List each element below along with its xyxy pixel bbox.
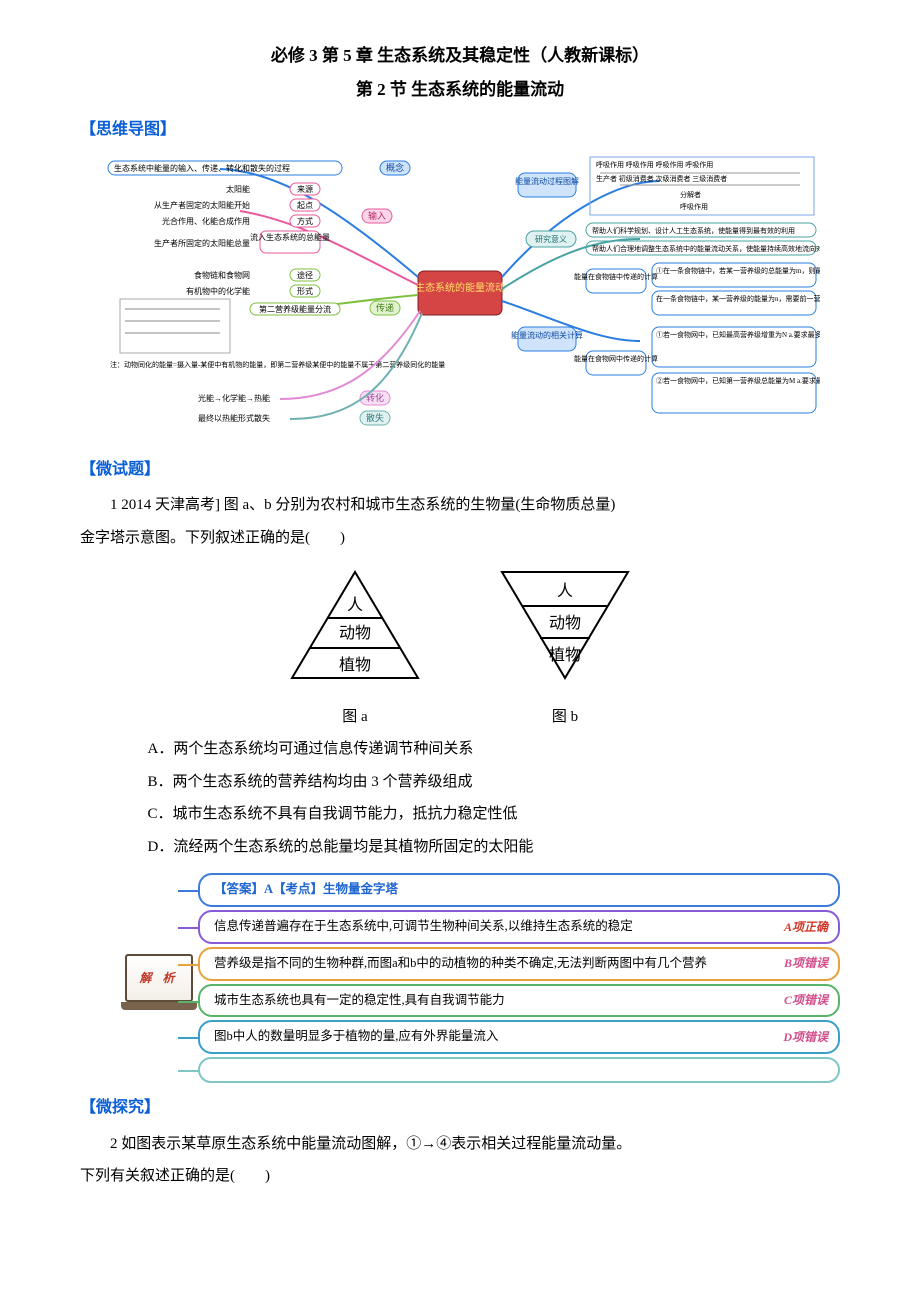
svg-text:光合作用、化能合成作用: 光合作用、化能合成作用: [162, 216, 250, 226]
svg-text:帮助人们合理地调整生态系统中的能量流动关系，使能量持续高效地: 帮助人们合理地调整生态系统中的能量流动关系，使能量持续高效地流向对人类最有益的部…: [592, 244, 820, 253]
svg-text:生产者所固定的太阳能总量: 生产者所固定的太阳能总量: [154, 238, 250, 248]
q1-stem-line1: 1 2014 天津高考] 图 a、b 分别为农村和城市生态系统的生物量(生命物质…: [80, 491, 840, 520]
svg-text:人: 人: [557, 582, 573, 600]
laptop-icon: 解 析: [125, 954, 193, 1002]
svg-text:能量在食物链中传递的计算: 能量在食物链中传递的计算: [574, 272, 658, 281]
option-a: A．两个生态系统均可通过信息传递调节种间关系: [148, 735, 841, 764]
pyramid-a: 人 动物 植物: [280, 566, 430, 686]
answer-analysis: 解 析 【答案】A【考点】生物量金字塔 信息传递普遍存在于生态系统中,可调节生物…: [120, 873, 840, 1083]
svg-text:起点: 起点: [297, 201, 313, 210]
svg-text:散失: 散失: [366, 412, 384, 423]
svg-text:途径: 途径: [297, 270, 313, 280]
q1-stem-line2: 金字塔示意图。下列叙述正确的是( ): [80, 524, 840, 553]
svg-text:①在一条食物链中，若某一营养级的总能量为m，则最多传到下一营: ①在一条食物链中，若某一营养级的总能量为m，则最多传到下一营养级的能量为m×20…: [656, 266, 820, 275]
svg-text:有机物中的化学能: 有机物中的化学能: [186, 286, 250, 296]
svg-text:动物: 动物: [549, 614, 581, 632]
svg-text:分解者: 分解者: [680, 190, 701, 199]
mindmap-diagram: 生态系统的能量流动 概念 生态系统中能量的输入、传递、转化和散失的过程 输入 来…: [100, 151, 820, 441]
svg-text:形式: 形式: [297, 286, 313, 296]
svg-text:生态系统中能量的输入、传递、转化和散失的过程: 生态系统中能量的输入、传递、转化和散失的过程: [114, 163, 290, 173]
svg-text:①若一食物网中，已知最高营养级增重为N a.要求最多消耗第: ①若一食物网中，已知最高营养级增重为N a.要求最多消耗第一营养级多少时，应选最…: [656, 330, 820, 339]
q1-options: A．两个生态系统均可通过信息传递调节种间关系 B．两个生态系统的营养结构均由 3…: [148, 735, 841, 861]
svg-text:呼吸作用 呼吸作用 呼吸作用 呼吸作用: 呼吸作用 呼吸作用 呼吸作用 呼吸作用: [596, 160, 713, 169]
svg-text:动物: 动物: [339, 624, 371, 642]
svg-text:植物: 植物: [549, 646, 581, 664]
svg-text:生产者 初级消费者 次级消费者 三级消费者: 生产者 初级消费者 次级消费者 三级消费者: [596, 174, 727, 183]
analysis-line-d: 图b中人的数量明显多于植物的量,应有外界能量流入 D项错误: [198, 1020, 840, 1054]
page-title: 必修 3 第 5 章 生态系统及其稳定性（人教新课标）: [80, 40, 840, 72]
svg-text:能量流动过程图解: 能量流动过程图解: [515, 176, 579, 186]
svg-text:第二营养级能量分流: 第二营养级能量分流: [259, 304, 331, 314]
analysis-line-a: 信息传递普遍存在于生态系统中,可调节生物种间关系,以维持生态系统的稳定 A项正确: [198, 910, 840, 944]
svg-text:人: 人: [347, 596, 363, 614]
svg-text:传递: 传递: [376, 302, 394, 313]
mm-center: 生态系统的能量流动: [415, 281, 505, 294]
svg-text:流入生态系统的总能量: 流入生态系统的总能量: [250, 232, 330, 242]
option-c: C．城市生态系统不具有自我调节能力，抵抗力稳定性低: [148, 800, 841, 829]
svg-text:研究意义: 研究意义: [535, 234, 567, 244]
svg-text:概念: 概念: [386, 162, 404, 173]
svg-text:来源: 来源: [297, 185, 313, 194]
svg-text:食物链和食物网: 食物链和食物网: [194, 270, 250, 280]
svg-text:植物: 植物: [339, 656, 371, 674]
svg-text:在一条食物链中，某一营养级的能量为n，需要前一营养级的能量至: 在一条食物链中，某一营养级的能量为n，需要前一营养级的能量至少为：n÷20％=5…: [656, 294, 820, 303]
pyramid-figures: 人 动物 植物 图 a 人 动物 植物 图 b: [80, 566, 840, 731]
svg-text:最终以热能形式散失: 最终以热能形式散失: [198, 413, 270, 423]
svg-text:输入: 输入: [368, 210, 386, 221]
svg-text:帮助人们科学规划、设计人工生态系统，使能量得到最有效的利用: 帮助人们科学规划、设计人工生态系统，使能量得到最有效的利用: [592, 226, 795, 235]
svg-text:②若一食物网中，已知第一营养级总能量为M a.要求最高营养: ②若一食物网中，已知第一营养级总能量为M a.要求最高营养级最多获得多少能量时，…: [656, 376, 820, 385]
analysis-line-empty: [198, 1057, 840, 1083]
pyramid-b-caption: 图 b: [490, 703, 640, 732]
svg-text:能量在食物网中传递的计算: 能量在食物网中传递的计算: [574, 354, 658, 363]
option-b: B．两个生态系统的营养结构均由 3 个营养级组成: [148, 768, 841, 797]
section-explore: 【微探究】: [80, 1093, 840, 1123]
page-subtitle: 第 2 节 生态系统的能量流动: [80, 74, 840, 106]
q2-stem-line2: 下列有关叙述正确的是( ): [80, 1162, 840, 1191]
section-mindmap: 【思维导图】: [80, 115, 840, 145]
answer-head: 【答案】A【考点】生物量金字塔: [214, 878, 398, 902]
pyramid-b: 人 动物 植物: [490, 566, 640, 686]
svg-text:呼吸作用: 呼吸作用: [680, 202, 708, 211]
option-d: D．流经两个生态系统的总能量均是其植物所固定的太阳能: [148, 833, 841, 862]
section-questions: 【微试题】: [80, 455, 840, 485]
svg-text:能量流动的相关计算: 能量流动的相关计算: [511, 330, 583, 340]
svg-text:光能→化学能→热能: 光能→化学能→热能: [198, 393, 270, 403]
svg-text:方式: 方式: [297, 216, 313, 226]
analysis-line-c: 城市生态系统也具有一定的稳定性,具有自我调节能力 C项错误: [198, 984, 840, 1018]
svg-text:太阳能: 太阳能: [226, 184, 250, 194]
svg-text:从生产者固定的太阳能开始: 从生产者固定的太阳能开始: [154, 200, 250, 210]
analysis-line-b: 营养级是指不同的生物种群,而图a和b中的动植物的种类不确定,无法判断两图中有几个…: [198, 947, 840, 981]
pyramid-a-caption: 图 a: [280, 703, 430, 732]
q2-stem-line1: 2 如图表示某草原生态系统中能量流动图解，①→④表示相关过程能量流动量。: [80, 1130, 840, 1159]
